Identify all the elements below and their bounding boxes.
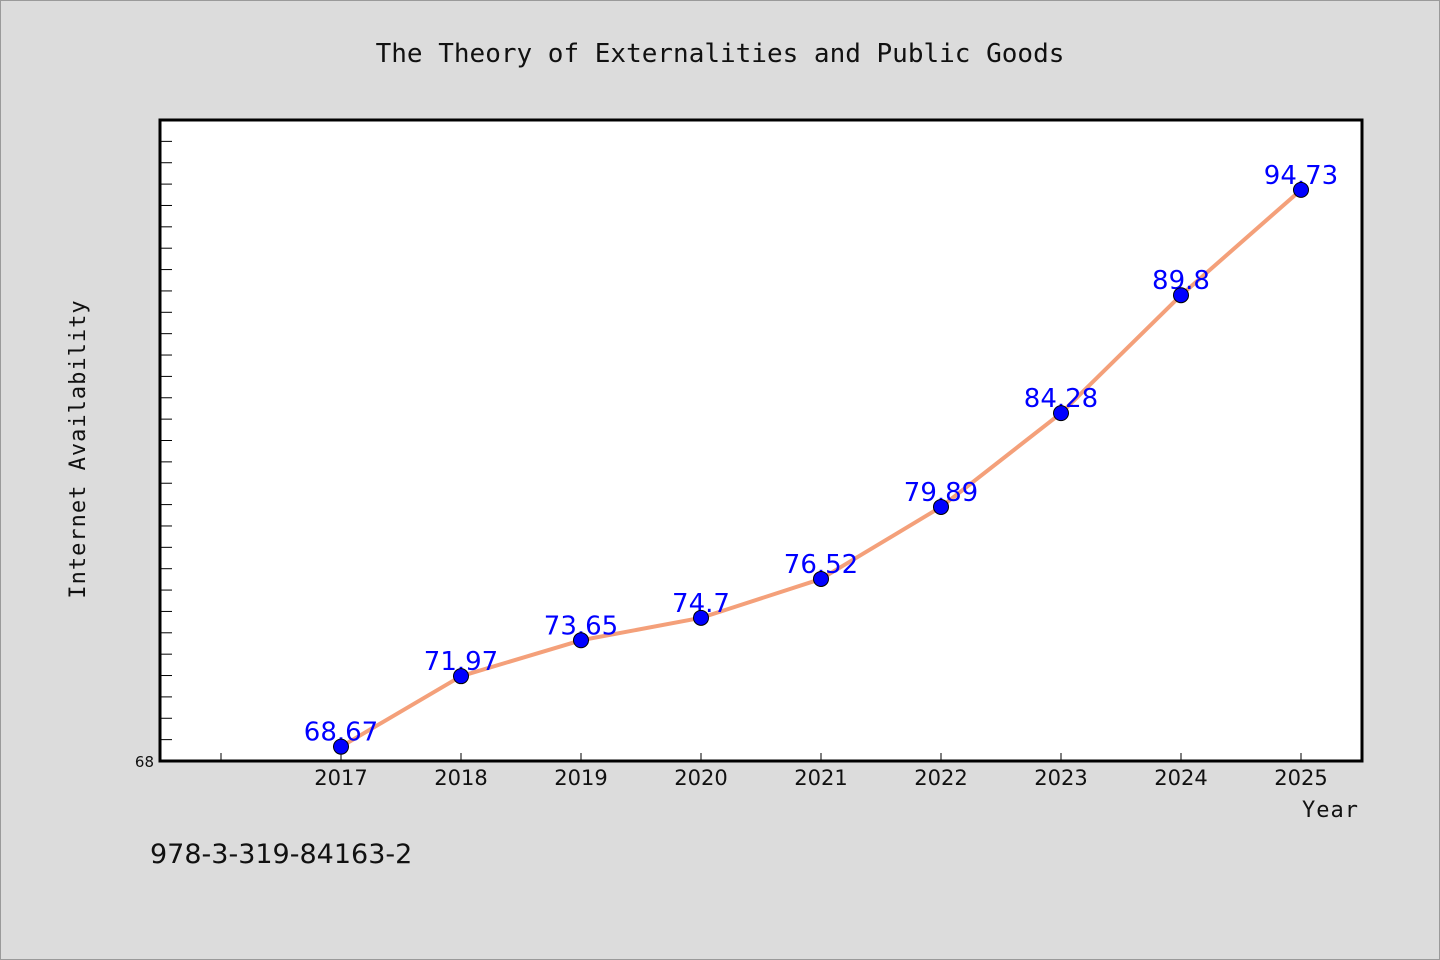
x-tick-label: 2024	[1154, 766, 1207, 790]
x-axis-label: Year	[1302, 798, 1359, 823]
data-point	[1173, 287, 1189, 304]
data-point	[333, 738, 349, 755]
x-tick-label: 2021	[794, 766, 847, 790]
data-point	[573, 632, 589, 649]
data-point	[453, 668, 469, 685]
chart-title: The Theory of Externalities and Public G…	[376, 39, 1065, 69]
x-axis-ticks	[220, 753, 1302, 761]
y-axis-ticks	[160, 140, 172, 741]
x-tick-label: 2018	[434, 766, 487, 790]
y-axis-tick-labels: 68	[135, 753, 154, 771]
y-tick-label: 68	[135, 753, 154, 771]
x-axis-tick-labels: 2017 2018 2019 2020 2021 2022 2023 2024 2025	[314, 766, 1327, 790]
data-point	[693, 609, 709, 626]
data-point	[1293, 181, 1309, 198]
plot-area	[158, 118, 1364, 763]
footer-isbn: 978-3-319-84163-2	[150, 839, 412, 870]
series-markers	[333, 181, 1309, 755]
y-axis-label: Internet Availability	[66, 299, 91, 598]
x-tick-label: 2017	[314, 766, 367, 790]
x-tick-label: 2019	[554, 766, 607, 790]
data-point	[1053, 405, 1069, 422]
data-point	[813, 570, 829, 587]
data-point	[933, 498, 949, 515]
x-tick-label: 2025	[1274, 766, 1327, 790]
x-tick-label: 2023	[1034, 766, 1087, 790]
x-tick-label: 2020	[674, 766, 727, 790]
x-tick-label: 2022	[914, 766, 967, 790]
